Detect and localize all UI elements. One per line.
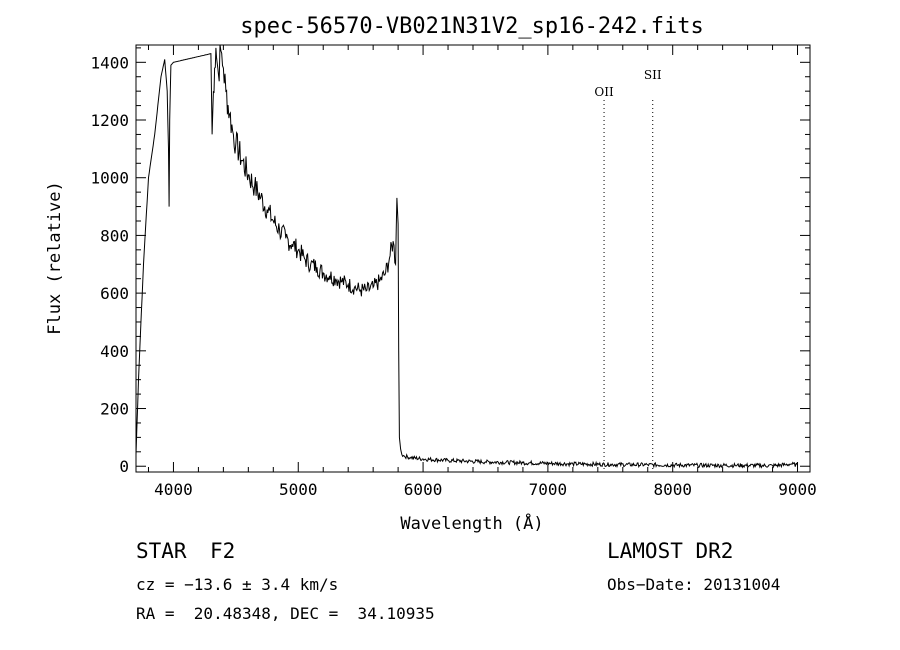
x-tick-label: 4000 — [154, 480, 193, 499]
emission-line-markers: OII SII — [594, 68, 662, 472]
object-class: STAR — [136, 539, 187, 563]
y-tick-label: 200 — [100, 400, 129, 419]
x-tick-label: 5000 — [279, 480, 318, 499]
x-axis-label: Wavelength (Å) — [400, 512, 543, 534]
x-tick-label: 9000 — [778, 480, 817, 499]
axis-tick-labels: 4000 5000 6000 7000 8000 9000 0 200 400 600 800 100… — [90, 53, 816, 499]
object-subclass: F2 — [210, 539, 236, 563]
redshift-velocity: cz = −13.6 ± 3.4 km/s — [136, 575, 339, 594]
chart-title: spec-56570-VB021N31V2_sp16-242.fits — [240, 14, 704, 39]
axis-ticks — [136, 45, 810, 472]
emission-line-label-oii: OII — [594, 85, 614, 99]
x-tick-label: 6000 — [404, 480, 443, 499]
y-tick-label: 1200 — [90, 111, 129, 130]
coordinates: RA = 20.48348, DEC = 34.10935 — [136, 604, 435, 623]
plot-frame — [135, 44, 811, 473]
x-tick-label: 7000 — [529, 480, 568, 499]
y-tick-label: 1400 — [90, 53, 129, 72]
y-axis-label: Flux (relative) — [45, 181, 65, 335]
spectrum-line — [135, 44, 798, 469]
y-tick-label: 400 — [100, 342, 129, 361]
y-tick-label: 0 — [119, 457, 129, 476]
observation-date: Obs−Date: 20131004 — [607, 575, 781, 594]
survey-name: LAMOST DR2 — [607, 539, 734, 563]
y-tick-label: 800 — [100, 226, 129, 245]
x-tick-label: 8000 — [653, 480, 692, 499]
y-tick-label: 600 — [100, 284, 129, 303]
y-tick-label: 1000 — [90, 169, 129, 188]
emission-line-label-sii: SII — [644, 68, 662, 82]
